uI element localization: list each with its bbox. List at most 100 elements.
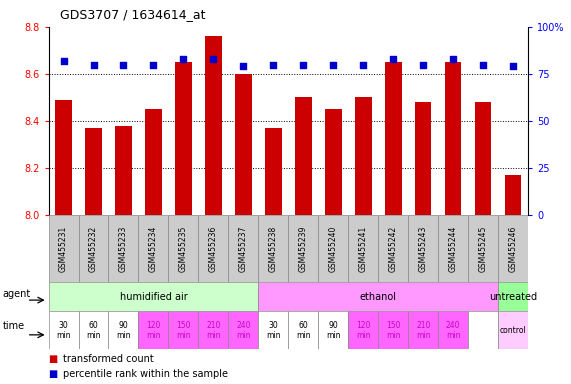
Bar — [175, 62, 192, 215]
Point — [269, 61, 278, 68]
Bar — [439, 311, 468, 349]
Text: GSM455240: GSM455240 — [329, 225, 338, 272]
Bar — [498, 215, 528, 282]
Bar — [49, 311, 79, 349]
Bar — [108, 215, 138, 282]
Point — [209, 56, 218, 62]
Bar — [115, 126, 132, 215]
Bar — [168, 311, 199, 349]
Bar — [379, 311, 408, 349]
Text: agent: agent — [3, 289, 31, 299]
Bar — [259, 311, 288, 349]
Text: GSM455233: GSM455233 — [119, 225, 128, 272]
Point — [299, 61, 308, 68]
Bar — [199, 311, 228, 349]
Text: GSM455232: GSM455232 — [89, 225, 98, 272]
Bar — [385, 62, 401, 215]
Bar — [168, 215, 199, 282]
Bar — [228, 311, 259, 349]
Bar — [235, 74, 252, 215]
Bar — [468, 311, 498, 349]
Bar — [79, 311, 108, 349]
Bar — [288, 311, 319, 349]
Text: GSM455246: GSM455246 — [509, 225, 518, 272]
Bar — [468, 215, 498, 282]
Text: GSM455241: GSM455241 — [359, 225, 368, 272]
Text: GSM455245: GSM455245 — [478, 225, 488, 272]
Text: humidified air: humidified air — [119, 291, 187, 302]
Point — [478, 61, 488, 68]
Text: GSM455234: GSM455234 — [149, 225, 158, 272]
Bar — [498, 282, 528, 311]
Bar — [408, 215, 439, 282]
Text: control: control — [500, 326, 526, 335]
Text: transformed count: transformed count — [63, 354, 154, 364]
Text: 240
min: 240 min — [236, 321, 251, 340]
Text: 120
min: 120 min — [356, 321, 371, 340]
Text: percentile rank within the sample: percentile rank within the sample — [63, 369, 228, 379]
Text: GSM455243: GSM455243 — [419, 225, 428, 272]
Text: 240
min: 240 min — [446, 321, 460, 340]
Bar — [445, 62, 461, 215]
Text: GSM455238: GSM455238 — [269, 225, 278, 272]
Point — [449, 56, 458, 62]
Point — [389, 56, 398, 62]
Bar — [498, 311, 528, 349]
Point — [179, 56, 188, 62]
Text: GSM455244: GSM455244 — [449, 225, 458, 272]
Text: GSM455236: GSM455236 — [209, 225, 218, 272]
Point — [239, 63, 248, 70]
Text: ethanol: ethanol — [360, 291, 397, 302]
Bar — [259, 282, 498, 311]
Bar — [85, 128, 102, 215]
Bar — [295, 98, 312, 215]
Point — [89, 61, 98, 68]
Text: GSM455239: GSM455239 — [299, 225, 308, 272]
Bar — [49, 215, 79, 282]
Bar — [319, 215, 348, 282]
Point — [329, 61, 338, 68]
Text: untreated: untreated — [489, 291, 537, 302]
Text: 90
min: 90 min — [116, 321, 131, 340]
Text: 90
min: 90 min — [326, 321, 340, 340]
Bar — [265, 128, 282, 215]
Bar — [319, 311, 348, 349]
Point — [419, 61, 428, 68]
Bar — [379, 215, 408, 282]
Bar — [108, 311, 138, 349]
Text: 60
min: 60 min — [86, 321, 100, 340]
Text: GDS3707 / 1634614_at: GDS3707 / 1634614_at — [60, 8, 206, 21]
Point — [59, 58, 68, 64]
Text: 210
min: 210 min — [416, 321, 431, 340]
Text: ■: ■ — [49, 354, 58, 364]
Point — [509, 63, 518, 70]
Bar — [415, 102, 432, 215]
Text: 150
min: 150 min — [176, 321, 191, 340]
Bar — [259, 215, 288, 282]
Text: 120
min: 120 min — [146, 321, 160, 340]
Bar — [325, 109, 341, 215]
Bar — [139, 311, 168, 349]
Bar — [139, 215, 168, 282]
Bar — [439, 215, 468, 282]
Point — [149, 61, 158, 68]
Point — [359, 61, 368, 68]
Bar — [408, 311, 439, 349]
Bar — [288, 215, 319, 282]
Bar — [355, 98, 372, 215]
Text: GSM455231: GSM455231 — [59, 225, 68, 272]
Text: 150
min: 150 min — [386, 321, 400, 340]
Bar — [55, 100, 72, 215]
Text: GSM455235: GSM455235 — [179, 225, 188, 272]
Text: time: time — [3, 321, 25, 331]
Text: 30
min: 30 min — [266, 321, 280, 340]
Bar — [348, 215, 379, 282]
Bar — [475, 102, 492, 215]
Bar — [199, 215, 228, 282]
Bar — [228, 215, 259, 282]
Text: 210
min: 210 min — [206, 321, 220, 340]
Bar — [49, 282, 259, 311]
Bar — [505, 175, 521, 215]
Bar — [79, 215, 108, 282]
Text: 60
min: 60 min — [296, 321, 311, 340]
